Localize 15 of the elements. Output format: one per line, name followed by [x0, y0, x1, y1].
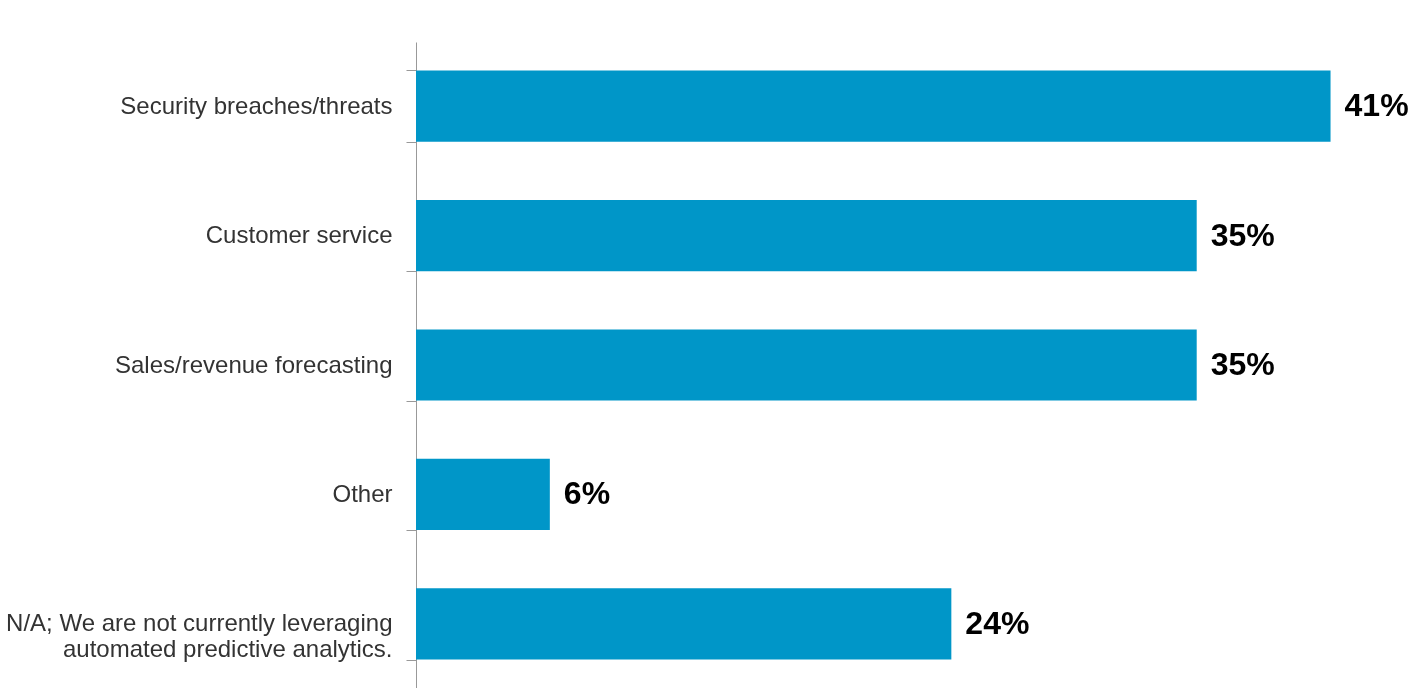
bar	[416, 70, 1331, 142]
bar	[416, 458, 550, 531]
data-label: 24%	[965, 604, 1030, 641]
data-label: 6%	[563, 475, 611, 512]
y-tick-label: N/A; We are not currently leveraging automated predictive analytics.	[6, 609, 393, 663]
y-tick-label: Other	[332, 479, 393, 507]
bar	[416, 199, 1197, 272]
bar	[416, 329, 1197, 401]
data-label: 35%	[1210, 346, 1275, 382]
data-label: 41%	[1344, 87, 1409, 124]
data-label: 35%	[1210, 216, 1275, 253]
bar	[416, 588, 952, 660]
y-tick-label: Security breaches/threats	[120, 91, 393, 119]
y-tick-label: Sales/revenue forecasting	[115, 350, 393, 378]
y-tick-label: Customer service	[205, 221, 393, 249]
